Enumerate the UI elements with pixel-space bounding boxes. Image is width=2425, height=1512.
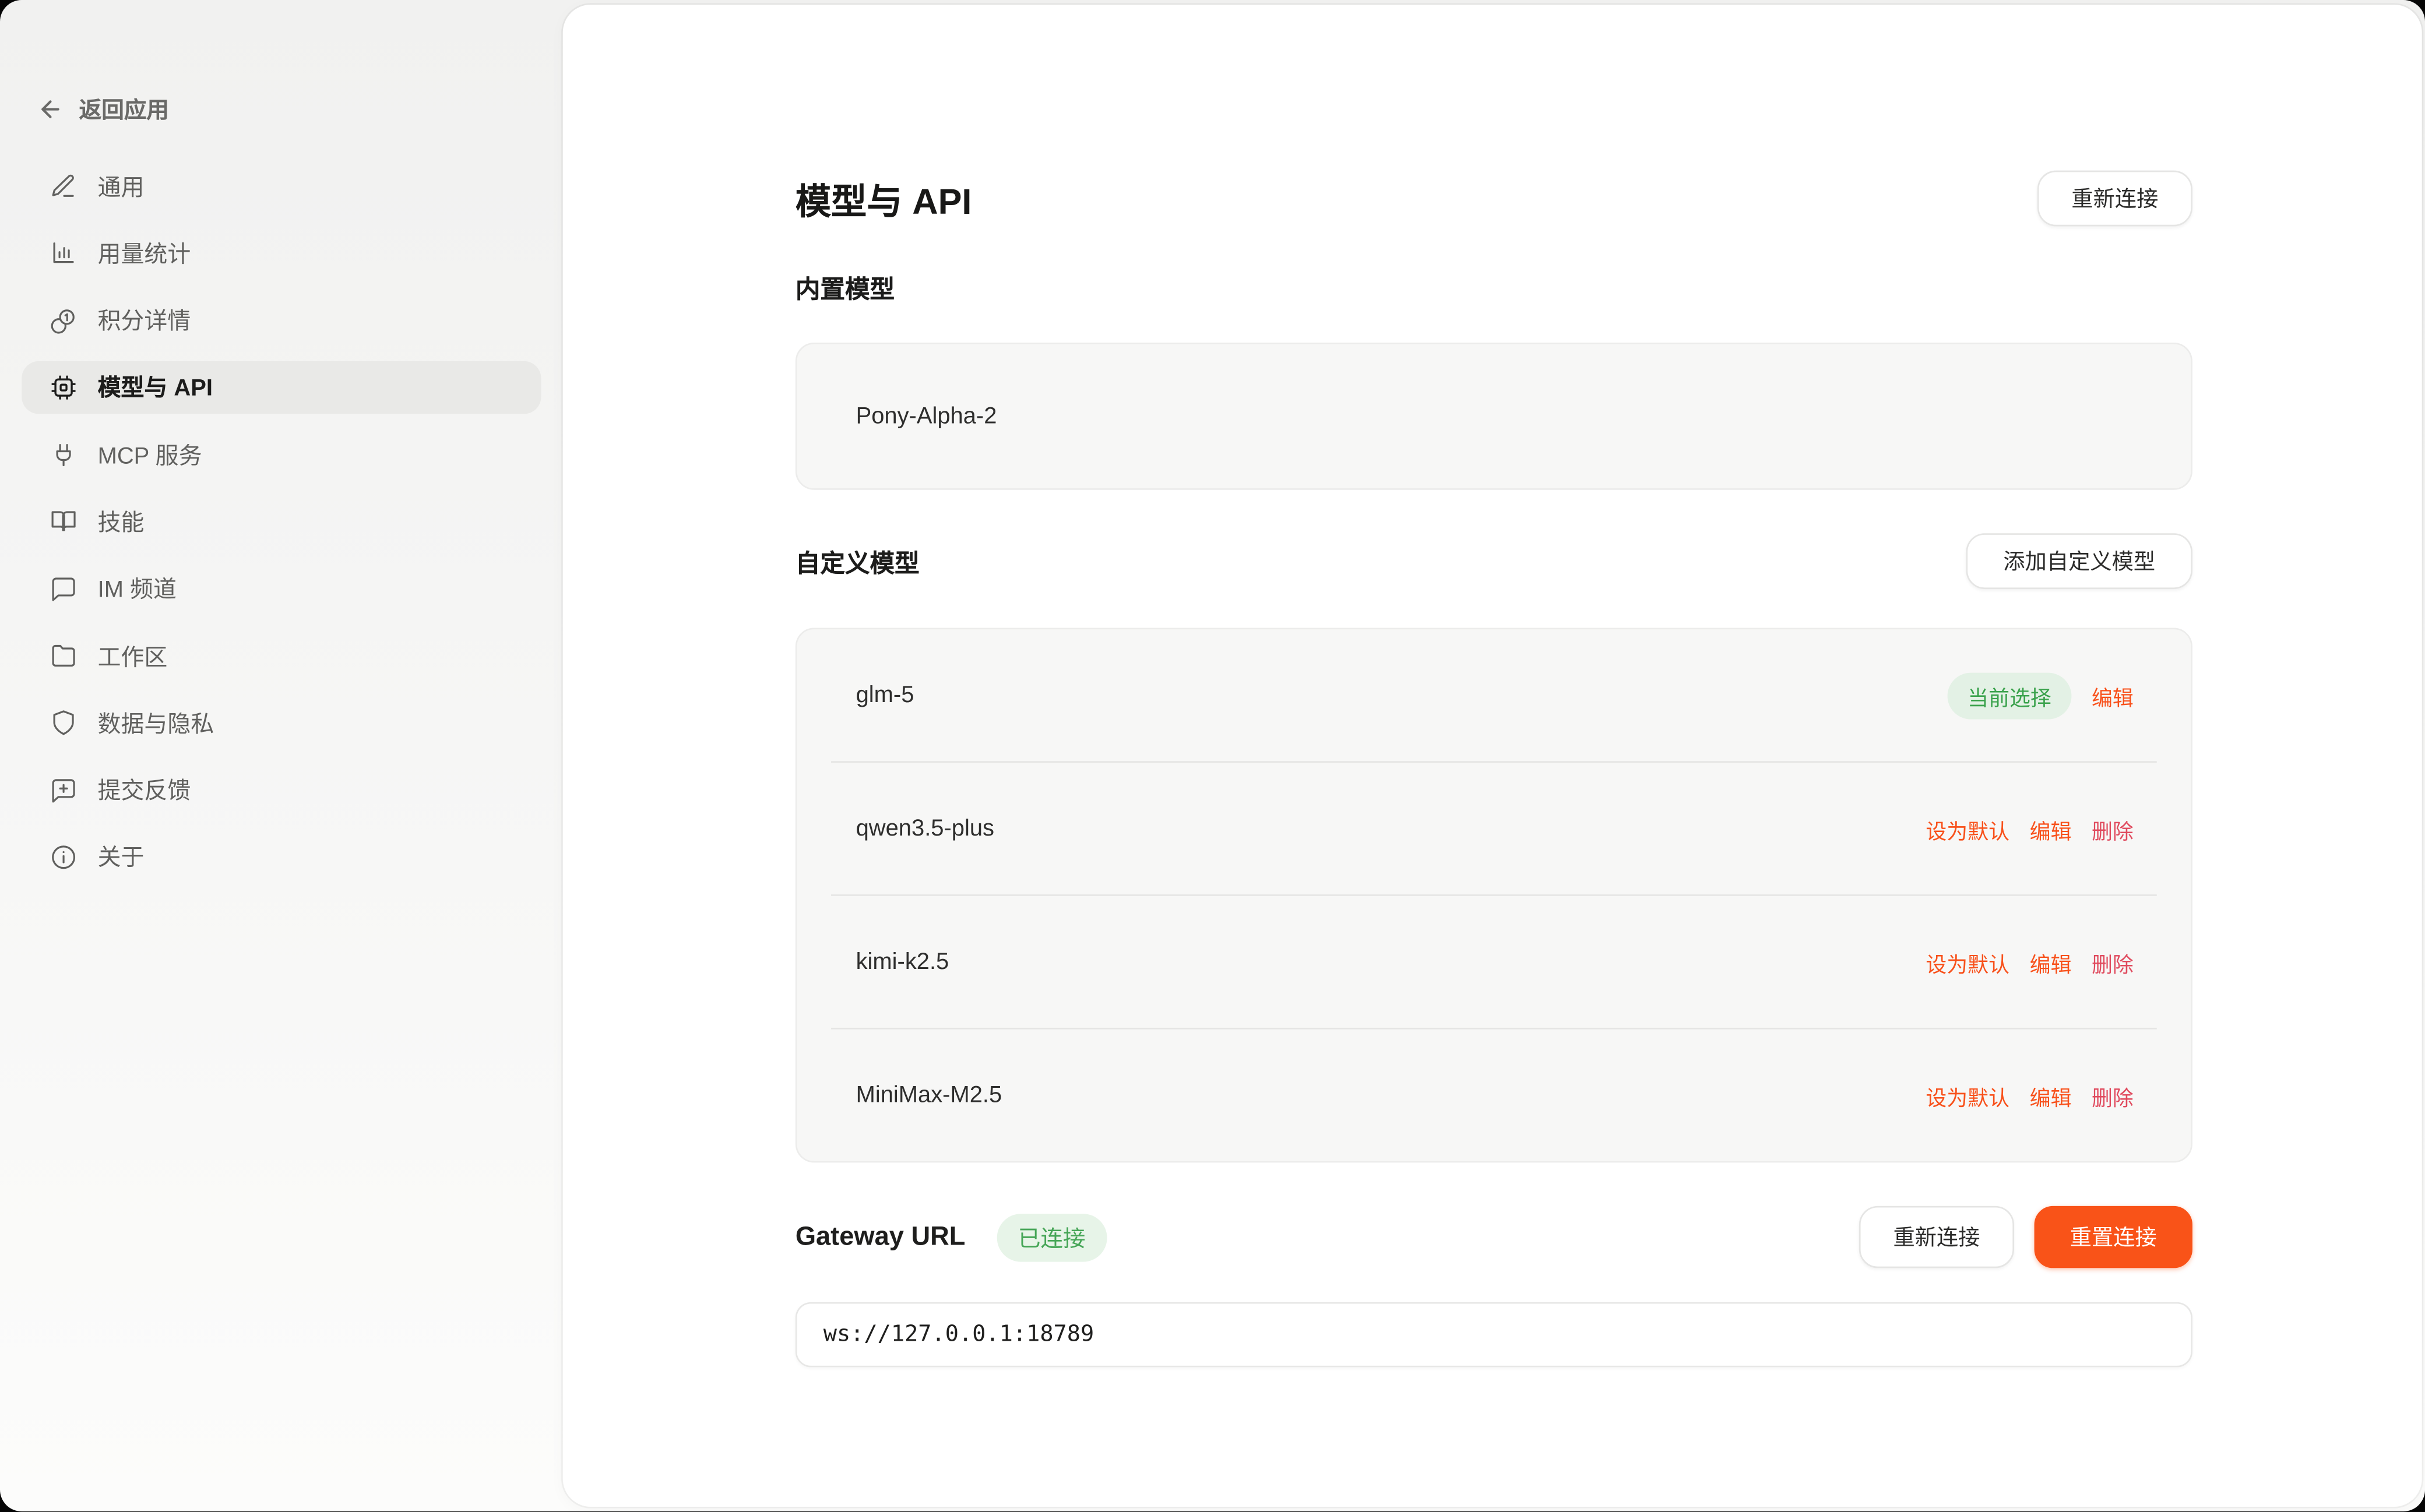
- shield-icon: [53, 711, 74, 736]
- row-divider: [831, 894, 2157, 896]
- sidebar-item-about[interactable]: 关于: [22, 831, 541, 883]
- back-to-app-button[interactable]: 返回应用: [37, 93, 169, 126]
- gateway-reconnect-button[interactable]: 重新连接: [1859, 1206, 2014, 1268]
- page-title: 模型与 API: [795, 181, 972, 222]
- gateway-url-label: Gateway URL: [795, 1221, 966, 1252]
- sidebar-item-label: IM 频道: [97, 577, 177, 604]
- reconnect-button[interactable]: 重新连接: [2037, 170, 2192, 227]
- folder-icon: [52, 645, 75, 667]
- add-custom-model-button[interactable]: 添加自定义模型: [1966, 533, 2192, 589]
- builtin-models-heading: 内置模型: [795, 277, 895, 304]
- model-name: glm-5: [856, 682, 914, 709]
- set-default-link[interactable]: 设为默认: [1926, 819, 2010, 843]
- bar-chart-icon: [53, 242, 74, 264]
- chat-bubble-icon: [52, 577, 75, 601]
- info-icon: [52, 845, 76, 869]
- connected-status-badge: 已连接: [996, 1213, 1107, 1261]
- edit-model-link[interactable]: 编辑: [2029, 819, 2072, 843]
- sidebar-item-label: 提交反馈: [97, 778, 191, 805]
- book-open-icon: [51, 512, 76, 532]
- edit-model-link[interactable]: 编辑: [2029, 1085, 2072, 1109]
- model-row: MiniMax-M2.5 设为默认 编辑 删除: [797, 1030, 2191, 1161]
- sidebar-item-label: 模型与 API: [97, 375, 213, 403]
- pencil-icon: [52, 174, 74, 197]
- custom-models-list: glm-5 当前选择 编辑 qwen3.5-plus 设为默认 编辑 删除: [795, 628, 2192, 1163]
- model-row: qwen3.5-plus 设为默认 编辑 删除: [797, 763, 2191, 894]
- back-label: 返回应用: [79, 99, 169, 124]
- sidebar-item-workspace[interactable]: 工作区: [22, 629, 541, 682]
- coins-icon: [51, 309, 75, 333]
- sidebar-item-label: MCP 服务: [97, 443, 202, 470]
- settings-main-panel: 模型与 API 重新连接 内置模型 Pony-Alpha-2 自定义模型 添加自…: [562, 4, 2422, 1508]
- sidebar-item-im-channels[interactable]: IM 频道: [22, 562, 541, 615]
- sidebar-item-skills[interactable]: 技能: [22, 495, 541, 548]
- sidebar-item-general[interactable]: 通用: [22, 160, 541, 212]
- model-name: MiniMax-M2.5: [856, 1082, 1002, 1109]
- sidebar-item-models-api[interactable]: 模型与 API: [22, 361, 541, 414]
- sidebar-item-label: 技能: [97, 510, 145, 537]
- current-selection-badge: 当前选择: [1947, 672, 2072, 719]
- sidebar-nav: 通用 用量统计 积分详情 模型与 API MCP 服务: [22, 160, 541, 883]
- sidebar-item-label: 通用: [97, 174, 145, 201]
- sidebar-item-label: 积分详情: [97, 308, 191, 335]
- feedback-plus-icon: [52, 778, 75, 802]
- plug-icon: [56, 444, 71, 467]
- delete-model-link[interactable]: 删除: [2092, 952, 2134, 976]
- set-default-link[interactable]: 设为默认: [1926, 952, 2010, 976]
- sidebar-item-label: 用量统计: [97, 241, 191, 268]
- builtin-model-name: Pony-Alpha-2: [856, 403, 997, 429]
- arrow-left-icon: [41, 100, 59, 118]
- settings-sidebar: 返回应用 通用 用量统计 积分详情 模型与 API: [0, 0, 563, 1512]
- row-divider: [831, 761, 2157, 763]
- model-name: kimi-k2.5: [856, 949, 949, 975]
- model-row: kimi-k2.5 设为默认 编辑 删除: [797, 896, 2191, 1028]
- sidebar-item-label: 关于: [97, 845, 145, 872]
- edit-model-link[interactable]: 编辑: [2092, 686, 2134, 710]
- custom-models-heading: 自定义模型: [795, 552, 920, 579]
- sidebar-item-credits[interactable]: 积分详情: [22, 294, 541, 346]
- sidebar-item-usage-stats[interactable]: 用量统计: [22, 227, 541, 279]
- builtin-model-card: Pony-Alpha-2: [795, 342, 2192, 490]
- gateway-url-input[interactable]: [795, 1302, 2192, 1368]
- gateway-reset-button[interactable]: 重置连接: [2034, 1206, 2192, 1268]
- sidebar-item-feedback[interactable]: 提交反馈: [22, 764, 541, 816]
- sidebar-item-mcp-services[interactable]: MCP 服务: [22, 428, 541, 481]
- sidebar-item-label: 数据与隐私: [97, 711, 214, 738]
- sidebar-item-label: 工作区: [97, 644, 168, 671]
- delete-model-link[interactable]: 删除: [2092, 819, 2134, 843]
- delete-model-link[interactable]: 删除: [2092, 1085, 2134, 1109]
- cpu-icon: [51, 375, 76, 400]
- edit-model-link[interactable]: 编辑: [2029, 952, 2072, 976]
- row-divider: [831, 1027, 2157, 1030]
- sidebar-item-data-privacy[interactable]: 数据与隐私: [22, 697, 541, 749]
- set-default-link[interactable]: 设为默认: [1926, 1085, 2010, 1109]
- model-name: qwen3.5-plus: [856, 815, 995, 842]
- model-row: glm-5 当前选择 编辑: [797, 629, 2191, 761]
